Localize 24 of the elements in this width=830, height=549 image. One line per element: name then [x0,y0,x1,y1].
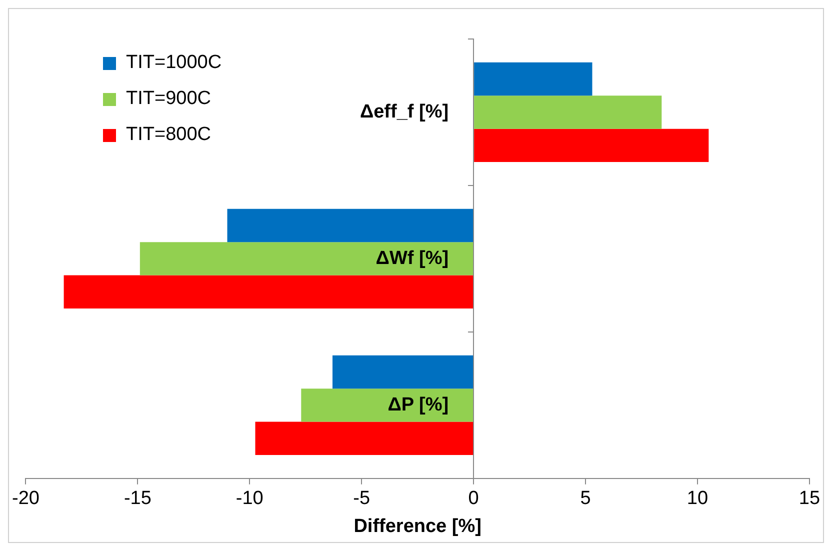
y-tick-label: ΔWf [%] [376,248,449,269]
bar [64,275,474,308]
bar [474,96,662,129]
y-tick-label: ΔP [%] [388,394,449,416]
bar [227,208,474,242]
x-tick-label: 10 [686,488,708,510]
bar [332,355,474,389]
bar [474,62,592,96]
x-tick-label: 5 [580,488,591,510]
x-tick-label: -10 [236,488,264,510]
x-tick-label: -15 [124,488,152,510]
x-tick-label: -5 [353,488,370,510]
legend-label: TIT=800C [126,124,212,146]
x-tick-label: 15 [798,488,820,510]
bar [301,388,474,422]
y-tick-label: Δeff_f [%] [360,101,449,122]
bar [255,422,474,455]
x-axis-title: Difference [%] [354,516,482,537]
bar [140,242,474,276]
x-tick-label: 0 [468,488,479,510]
x-tick-label: -20 [12,488,40,510]
legend-label: TIT=1000C [126,52,222,74]
bar [474,128,709,162]
legend-label: TIT=900C [126,88,212,110]
